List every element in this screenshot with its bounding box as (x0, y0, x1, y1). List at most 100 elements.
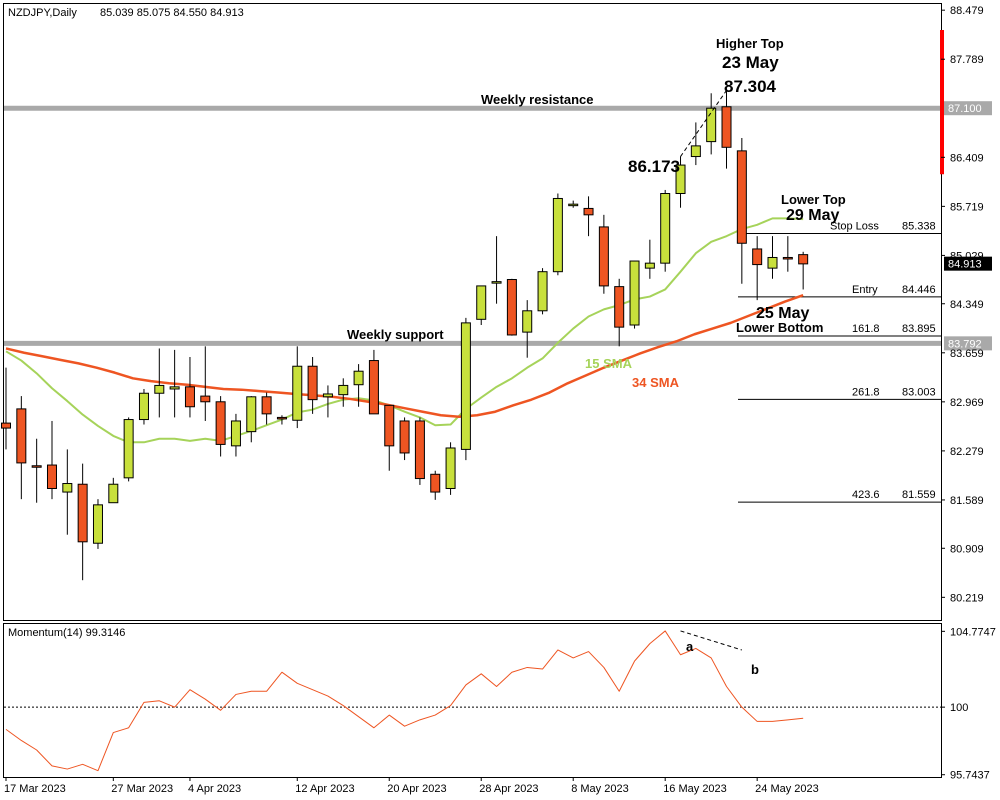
price-axis-label: 81.589 (950, 495, 984, 507)
sma34-label: 34 SMA (632, 375, 680, 390)
bullish-candle-body (522, 310, 533, 333)
bearish-candle-body (384, 404, 395, 447)
bullish-candle-body (138, 392, 149, 421)
bearish-candle-body (399, 420, 410, 454)
momentum-axis-label: 104.7747 (950, 626, 996, 638)
candle (108, 477, 119, 504)
bullish-candle-body (644, 262, 655, 269)
lower-top-date: 29 May (786, 207, 839, 224)
candle (16, 396, 27, 500)
mid-high-price: 86.173 (628, 157, 680, 176)
fib-level-name: 423.6 (852, 489, 880, 501)
price-axis-label: 82.279 (950, 446, 984, 458)
candle (690, 122, 701, 166)
candle (675, 156, 686, 208)
bullish-candle-body (108, 483, 119, 504)
bullish-candle-body (460, 322, 471, 450)
time-axis-label: 27 Mar 2023 (111, 783, 173, 795)
candle (460, 317, 471, 461)
candle (522, 300, 533, 358)
time-axis-label: 16 May 2023 (663, 783, 727, 795)
candle (598, 214, 609, 294)
price-axis-label: 88.479 (950, 5, 984, 17)
level-price-tag (944, 101, 992, 116)
bearish-candle-body (736, 150, 747, 244)
fib-level-name: 261.8 (852, 386, 880, 398)
time-axis-label: 12 Apr 2023 (295, 783, 354, 795)
bullish-candle-body (706, 107, 717, 143)
candle (169, 349, 180, 418)
candle (261, 392, 272, 425)
price-axis-label: 80.909 (950, 543, 984, 555)
time-axis-label: 24 May 2023 (755, 783, 819, 795)
momentum-axis-label: 95.7437 (950, 770, 990, 782)
momentum-axis-label: 100 (950, 702, 968, 714)
bullish-candle-body (322, 393, 333, 398)
bearish-candle-body (46, 464, 57, 489)
candle (414, 417, 425, 485)
time-axis-label: 28 Apr 2023 (479, 783, 538, 795)
candle (568, 200, 579, 208)
candle (629, 260, 640, 329)
candle (307, 356, 318, 414)
candle (123, 417, 134, 482)
time-axis-label: 20 Apr 2023 (387, 783, 446, 795)
bearish-candle-body (798, 254, 809, 265)
lower-bottom-date: 25 May (756, 305, 809, 322)
bearish-candle-body (430, 473, 441, 493)
lower-top-label: Lower Top (781, 192, 846, 207)
candle (338, 378, 349, 407)
fib-level-value: 83.003 (902, 386, 936, 398)
candle (399, 417, 410, 461)
candle (184, 356, 195, 418)
bullish-candle-body (338, 384, 349, 396)
price-axis-label: 85.029 (950, 250, 984, 262)
candle (276, 415, 287, 425)
candle (138, 388, 149, 425)
bullish-candle-body (660, 193, 671, 264)
bearish-candle-body (276, 416, 287, 420)
candle (706, 93, 717, 155)
current-price-label: 84.913 (948, 259, 982, 271)
bearish-candle-body (614, 286, 625, 328)
current-price-tag (944, 256, 992, 271)
price-axis-label: 86.409 (950, 152, 984, 164)
candle (154, 348, 165, 418)
resistance-label: Weekly resistance (481, 92, 594, 107)
candle (782, 236, 793, 272)
time-axis-label: 4 Apr 2023 (188, 783, 241, 795)
level-price-label: 87.100 (948, 103, 982, 115)
lower-bottom-label: Lower Bottom (736, 320, 823, 335)
candle (384, 404, 395, 471)
bearish-candle-body (184, 386, 195, 408)
sma15-label: 15 SMA (585, 356, 633, 371)
main-chart-frame (3, 3, 942, 621)
fib-level-value: 83.895 (902, 323, 936, 335)
candle (430, 470, 441, 500)
candle (736, 138, 747, 284)
momentum-divergence-line (680, 630, 742, 651)
momentum-title: Momentum(14) 99.3146 (8, 627, 125, 639)
higher-top-label: Higher Top (716, 36, 784, 51)
candle (77, 463, 88, 581)
candle (721, 90, 732, 169)
candle (322, 385, 333, 418)
candle (445, 442, 456, 495)
momentum-frame (3, 623, 942, 778)
bearish-candle-body (215, 401, 226, 445)
candle (215, 396, 226, 457)
sma15-line (5, 217, 804, 444)
bullish-candle-body (491, 281, 502, 284)
bullish-candle-body (169, 386, 180, 390)
bullish-candle-body (568, 203, 579, 207)
level-price-label: 83.792 (948, 338, 982, 350)
candle (246, 396, 257, 443)
price-axis-label: 83.659 (950, 348, 984, 360)
fib-level-name: Stop Loss (830, 220, 879, 232)
bullish-candle-body (445, 447, 456, 489)
bearish-candle-body (368, 360, 379, 415)
ohlc-values: 85.039 85.075 84.550 84.913 (100, 7, 244, 19)
bullish-candle-body (767, 256, 778, 269)
bullish-candle-body (476, 285, 487, 320)
